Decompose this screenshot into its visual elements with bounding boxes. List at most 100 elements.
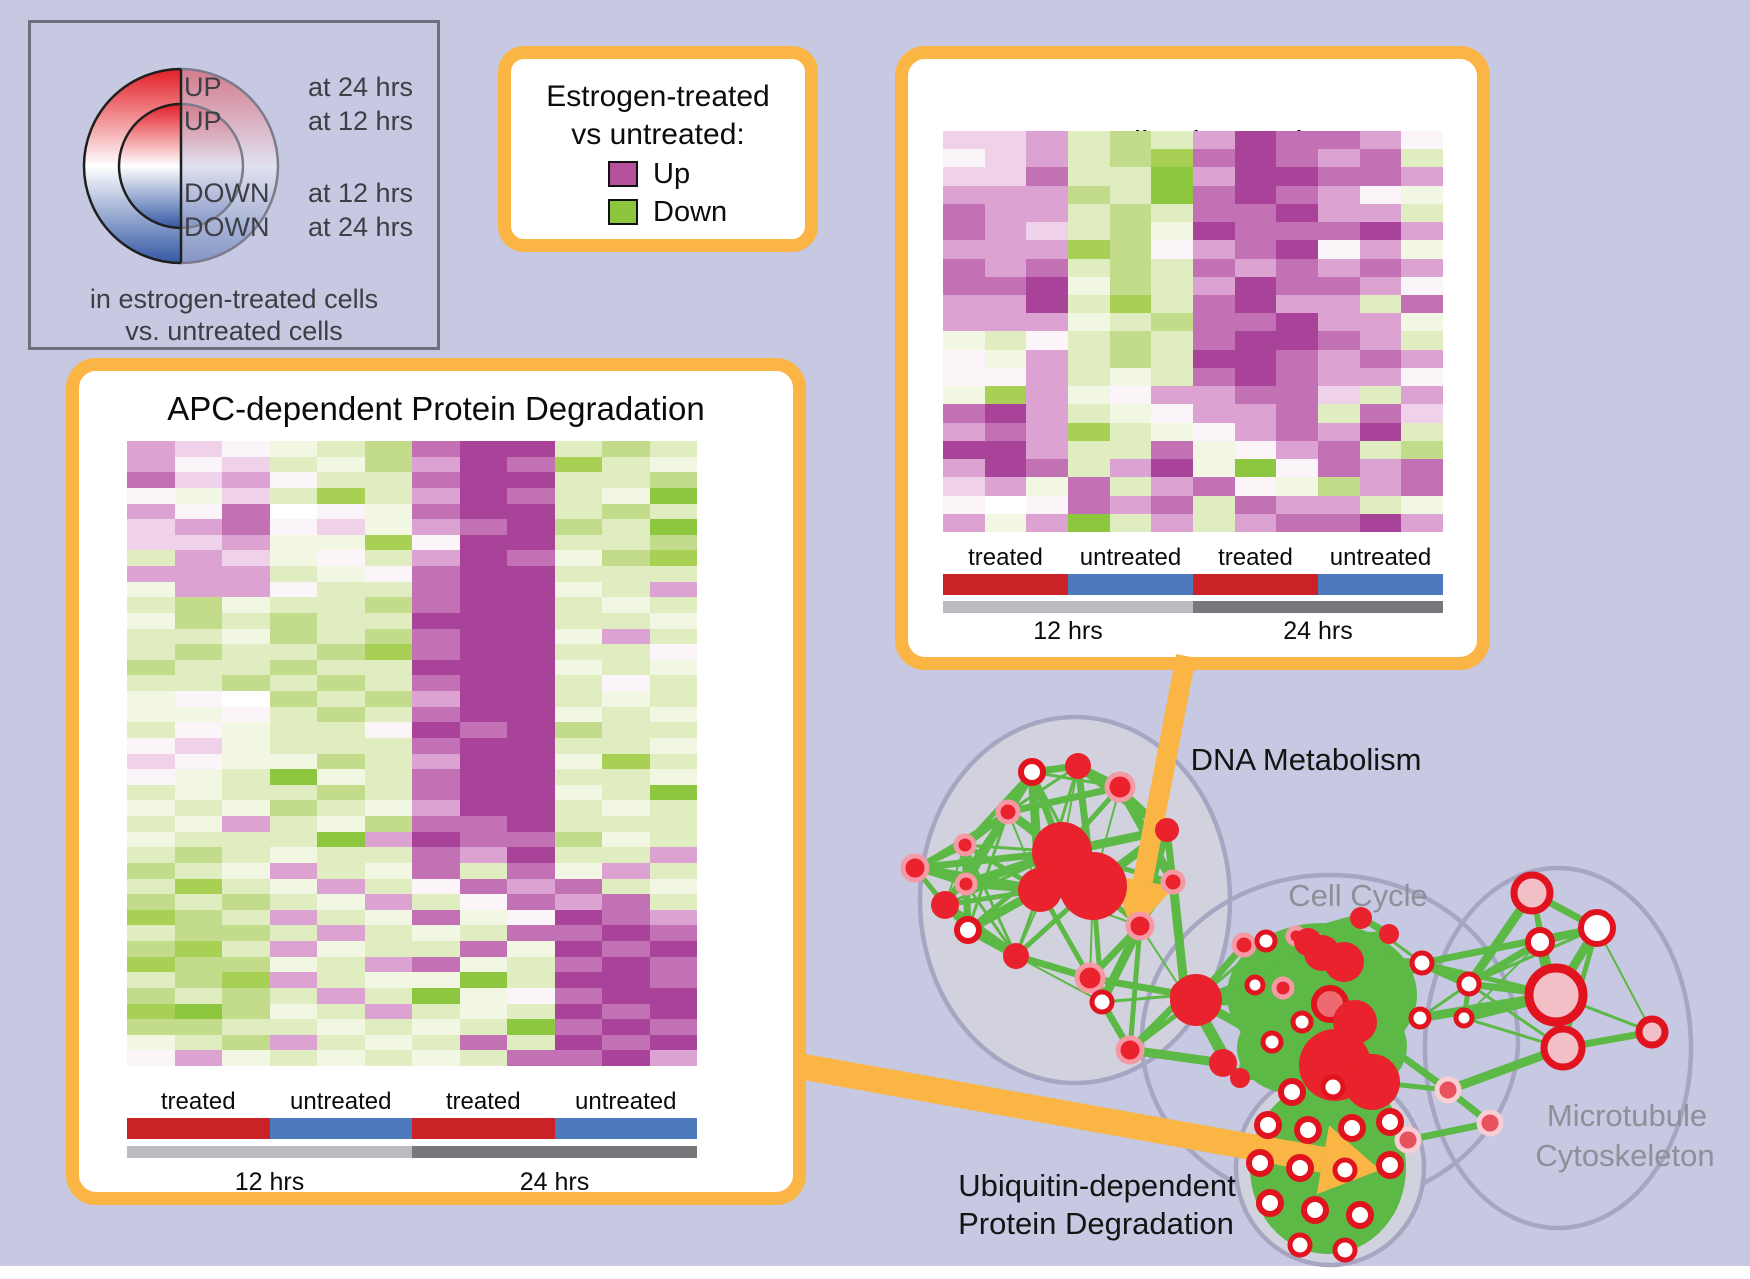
heatmap-cell: [1193, 477, 1235, 496]
heatmap-cell: [1109, 131, 1152, 150]
apc-time-labels: 12 hrs 24 hrs: [127, 1168, 697, 1198]
heatmap-cell: [222, 894, 270, 910]
heatmap-cell: [1151, 313, 1193, 332]
heatmap-cell: [127, 925, 175, 941]
heatmap-cell: [222, 550, 270, 566]
heatmap-cell: [554, 581, 602, 598]
heatmap-cell: [602, 753, 650, 770]
heatmap-cell: [554, 956, 602, 973]
heatmap-cell: [943, 258, 985, 277]
heatmap-cell: [127, 972, 175, 988]
heatmap-cell: [459, 519, 507, 535]
heatmap-cell: [554, 941, 602, 957]
heatmap-cell: [459, 722, 507, 738]
heatmap-cell: [317, 472, 365, 488]
heatmap-cell: [127, 706, 175, 723]
heatmap-cell: [554, 769, 602, 785]
heatmap-cell: [459, 800, 507, 816]
heatmap-cell: [1276, 240, 1318, 259]
heatmap-cell: [269, 519, 317, 535]
heatmap-cell: [269, 737, 317, 754]
heatmap-cell: [127, 956, 175, 973]
heatmap-cell: [317, 597, 365, 613]
heatmap-cell: [1234, 404, 1277, 423]
heatmap-cell: [174, 581, 222, 598]
heatmap-cell: [1026, 313, 1068, 332]
heatmap-cell: [1109, 149, 1152, 168]
heatmap-cell: [649, 972, 697, 988]
heatmap-cell: [412, 784, 460, 801]
heatmap-cell: [412, 550, 460, 566]
heatmap-cell: [269, 909, 317, 926]
heatmap-cell: [507, 644, 555, 660]
heatmap-cell: [174, 659, 222, 676]
heatmap-cell: [1068, 149, 1110, 168]
heatmap-cell: [649, 894, 697, 910]
heatmap-cell: [174, 909, 222, 926]
heatmap-cell: [222, 847, 270, 863]
heatmap-cell: [554, 753, 602, 770]
heatmap-cell: [602, 737, 650, 754]
heatmap-cell: [602, 800, 650, 816]
heatmap-cell: [269, 753, 317, 770]
legend-caption-line1: in estrogen-treated cells: [89, 284, 379, 314]
heatmap-cell: [222, 534, 270, 551]
heatmap-cell: [174, 612, 222, 629]
heatmap-cell: [1068, 240, 1110, 259]
heatmap-cell: [222, 784, 270, 801]
heatmap-cell: [364, 784, 412, 801]
heatmap-cell: [459, 472, 507, 488]
group-label: untreated: [575, 1088, 677, 1115]
heatmap-cell: [554, 534, 602, 551]
heatmap-cell: [649, 675, 697, 691]
heatmap-cell: [459, 659, 507, 676]
heatmap-cell: [1359, 167, 1402, 186]
heatmap-cell: [602, 644, 650, 660]
time-bar: [127, 1146, 412, 1158]
heatmap-cell: [649, 1034, 697, 1051]
heatmap-cell: [1193, 149, 1235, 168]
heatmap-cell: [1401, 386, 1443, 405]
heatmap-cell: [127, 769, 175, 785]
rf-time-labels: 12 hrs 24 hrs: [943, 617, 1443, 647]
heatmap-cell: [1193, 313, 1235, 332]
heatmap-cell: [984, 295, 1027, 314]
heatmap-cell: [1109, 203, 1152, 223]
heatmap-cell: [1193, 349, 1235, 368]
heatmap-cell: [602, 691, 650, 707]
heatmap-cell: [459, 816, 507, 832]
heatmap-cell: [127, 612, 175, 629]
heatmap-cell: [507, 784, 555, 801]
heatmap-cell: [174, 800, 222, 816]
heatmap-cell: [984, 367, 1027, 387]
heatmap-cell: [1359, 495, 1402, 514]
heatmap-cell: [649, 941, 697, 957]
legend-time: at 12 hrs: [308, 106, 414, 136]
heatmap-cell: [174, 878, 222, 895]
treatment-bar: [269, 1118, 412, 1139]
heatmap-cell: [364, 550, 412, 566]
heatmap-cell: [1234, 149, 1277, 168]
heatmap-cell: [222, 519, 270, 535]
heatmap-cell: [364, 659, 412, 676]
heatmap-cell: [984, 386, 1027, 405]
heatmap-cell: [317, 441, 365, 457]
heatmap-cell: [364, 472, 412, 488]
heatmap-cell: [554, 441, 602, 457]
heatmap-cell: [602, 1050, 650, 1066]
legend-swatch-icon: [608, 161, 638, 187]
heatmap-cell: [364, 956, 412, 973]
heatmap-cell: [127, 441, 175, 457]
apc-time-bars: [127, 1146, 697, 1158]
heatmap-cell: [1318, 295, 1360, 314]
heatmap-cell: [174, 566, 222, 582]
heatmap-cell: [127, 1050, 175, 1066]
heatmap-cell: [1109, 495, 1152, 514]
heatmap-cell: [943, 440, 985, 460]
heatmap-cell: [317, 675, 365, 691]
heatmap-cell: [317, 909, 365, 926]
heatmap-cell: [1151, 367, 1193, 387]
heatmap-cell: [317, 487, 365, 504]
heatmap-cell: [1234, 131, 1277, 150]
heatmap-cell: [649, 987, 697, 1004]
